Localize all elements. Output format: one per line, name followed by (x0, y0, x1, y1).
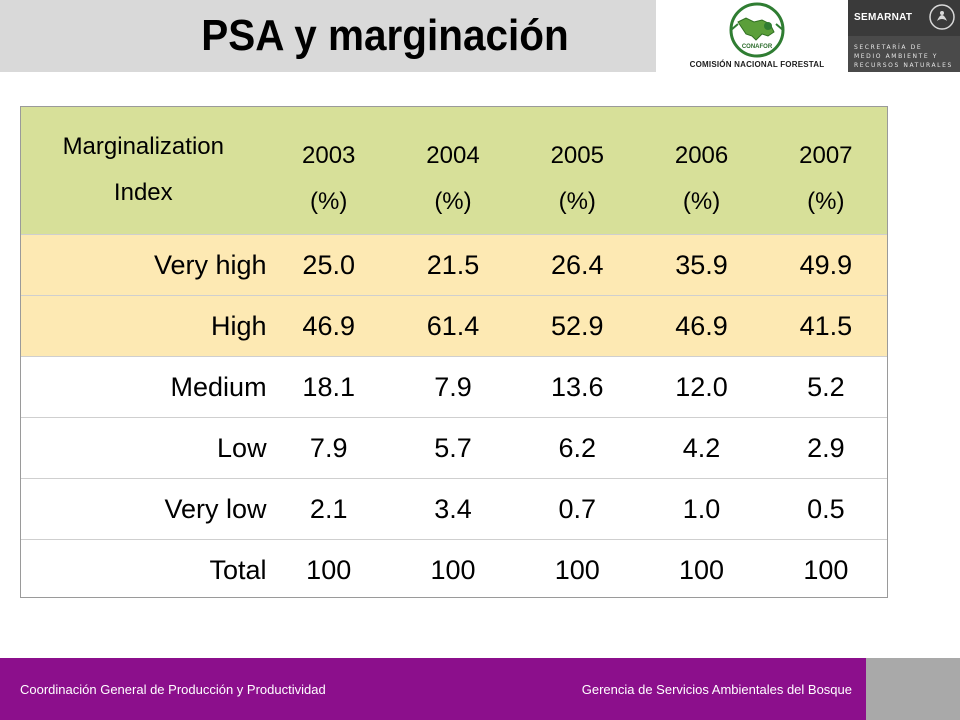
header-unit: (%) (310, 188, 348, 215)
header-year: 2006 (674, 142, 729, 169)
footer-left-text: Coordinación General de Producción y Pro… (20, 682, 326, 697)
header-year: 2005 (550, 142, 604, 169)
eagle-seal-icon (929, 4, 955, 30)
semarnat-line-2: MEDIO AMBIENTE Y (854, 53, 939, 60)
row-label: Total (20, 539, 267, 600)
header-unit: (%) (807, 188, 845, 215)
header-label-line1: Marginalization (62, 133, 224, 160)
table-cell: 3.4 (390, 478, 516, 540)
table-cell: 100 (639, 539, 764, 600)
row-label: Very low (20, 478, 267, 540)
table-cell: 18.1 (266, 356, 391, 418)
semarnat-line-3: RECURSOS NATURALES (854, 62, 953, 69)
header-label: Marginalization Index (20, 106, 267, 235)
footer-right-text: Gerencia de Servicios Ambientales del Bo… (581, 682, 852, 697)
table-cell: 0.7 (515, 478, 640, 540)
table-cell: 46.9 (639, 295, 764, 357)
table-row: High 46.9 61.4 52.9 46.9 41.5 (20, 295, 888, 357)
table-cell-highlight: 49.9 (763, 234, 888, 296)
table-cell: 100 (266, 539, 391, 600)
table-cell: 7.9 (390, 356, 516, 418)
table-row: Very high 25.0 21.5 26.4 35.9 49.9 (20, 234, 888, 296)
conafor-label: CONAFOR (741, 44, 773, 50)
table-cell: 4.2 (639, 417, 764, 479)
table-cell: 6.2 (515, 417, 640, 479)
semarnat-name: SEMARNAT (854, 12, 913, 23)
table-cell: 21.5 (390, 234, 516, 296)
footer-bar: Coordinación General de Producción y Pro… (0, 658, 866, 720)
table-row: Total 100 100 100 100 100 (20, 539, 888, 600)
table-cell: 100 (515, 539, 640, 600)
table-cell: 100 (390, 539, 516, 600)
table-cell: 52.9 (515, 295, 640, 357)
table-cell: 35.9 (639, 234, 764, 296)
table-cell: 100 (763, 539, 888, 600)
header-unit: (%) (434, 188, 472, 215)
row-label: Very high (20, 234, 267, 296)
marginalization-table: Marginalization Index 2003 2004 2005 200… (20, 106, 888, 600)
table-row: Low 7.9 5.7 6.2 4.2 2.9 (20, 417, 888, 479)
table-cell: 5.2 (763, 356, 888, 418)
table-cell: 46.9 (266, 295, 391, 357)
table-cell: 0.5 (763, 478, 888, 540)
table-cell: 2.9 (763, 417, 888, 479)
conafor-emblem-icon (729, 2, 785, 58)
conafor-logo: CONAFOR COMISIÓN NACIONAL FORESTAL (672, 2, 842, 74)
page-title: PSA y marginación (201, 11, 569, 60)
semarnat-line-1: SECRETARÍA DE (854, 44, 923, 51)
header-unit: (%) (682, 188, 721, 215)
title-band (0, 0, 656, 72)
row-label: Medium (20, 356, 267, 418)
footer-gray-block (866, 658, 960, 720)
table-cell: 7.9 (266, 417, 391, 479)
semarnat-logo: SEMARNAT SECRETARÍA DE MEDIO AMBIENTE Y … (848, 0, 960, 72)
table-cell: 25.0 (266, 234, 391, 296)
header-year: 2004 (426, 142, 480, 169)
table-cell: 26.4 (515, 234, 640, 296)
table-cell: 2.1 (266, 478, 391, 540)
table-row: Medium 18.1 7.9 13.6 12.0 5.2 (20, 356, 888, 418)
table-cell: 12.0 (639, 356, 764, 418)
conafor-caption: COMISIÓN NACIONAL FORESTAL (689, 60, 825, 69)
table-row: Very low 2.1 3.4 0.7 1.0 0.5 (20, 478, 888, 540)
table-cell: 61.4 (390, 295, 516, 357)
table-header-row-years: Marginalization Index 2003 2004 2005 200… (20, 106, 888, 206)
header-label-line2: Index (113, 179, 173, 206)
header-year: 2003 (302, 142, 356, 169)
table-cell: 5.7 (390, 417, 516, 479)
header-unit: (%) (558, 188, 596, 215)
table-cell: 13.6 (515, 356, 640, 418)
header-year: 2007 (799, 142, 853, 169)
table-cell: 1.0 (639, 478, 764, 540)
table-cell-highlight: 41.5 (763, 295, 888, 357)
row-label: High (20, 295, 267, 357)
row-label: Low (20, 417, 267, 479)
